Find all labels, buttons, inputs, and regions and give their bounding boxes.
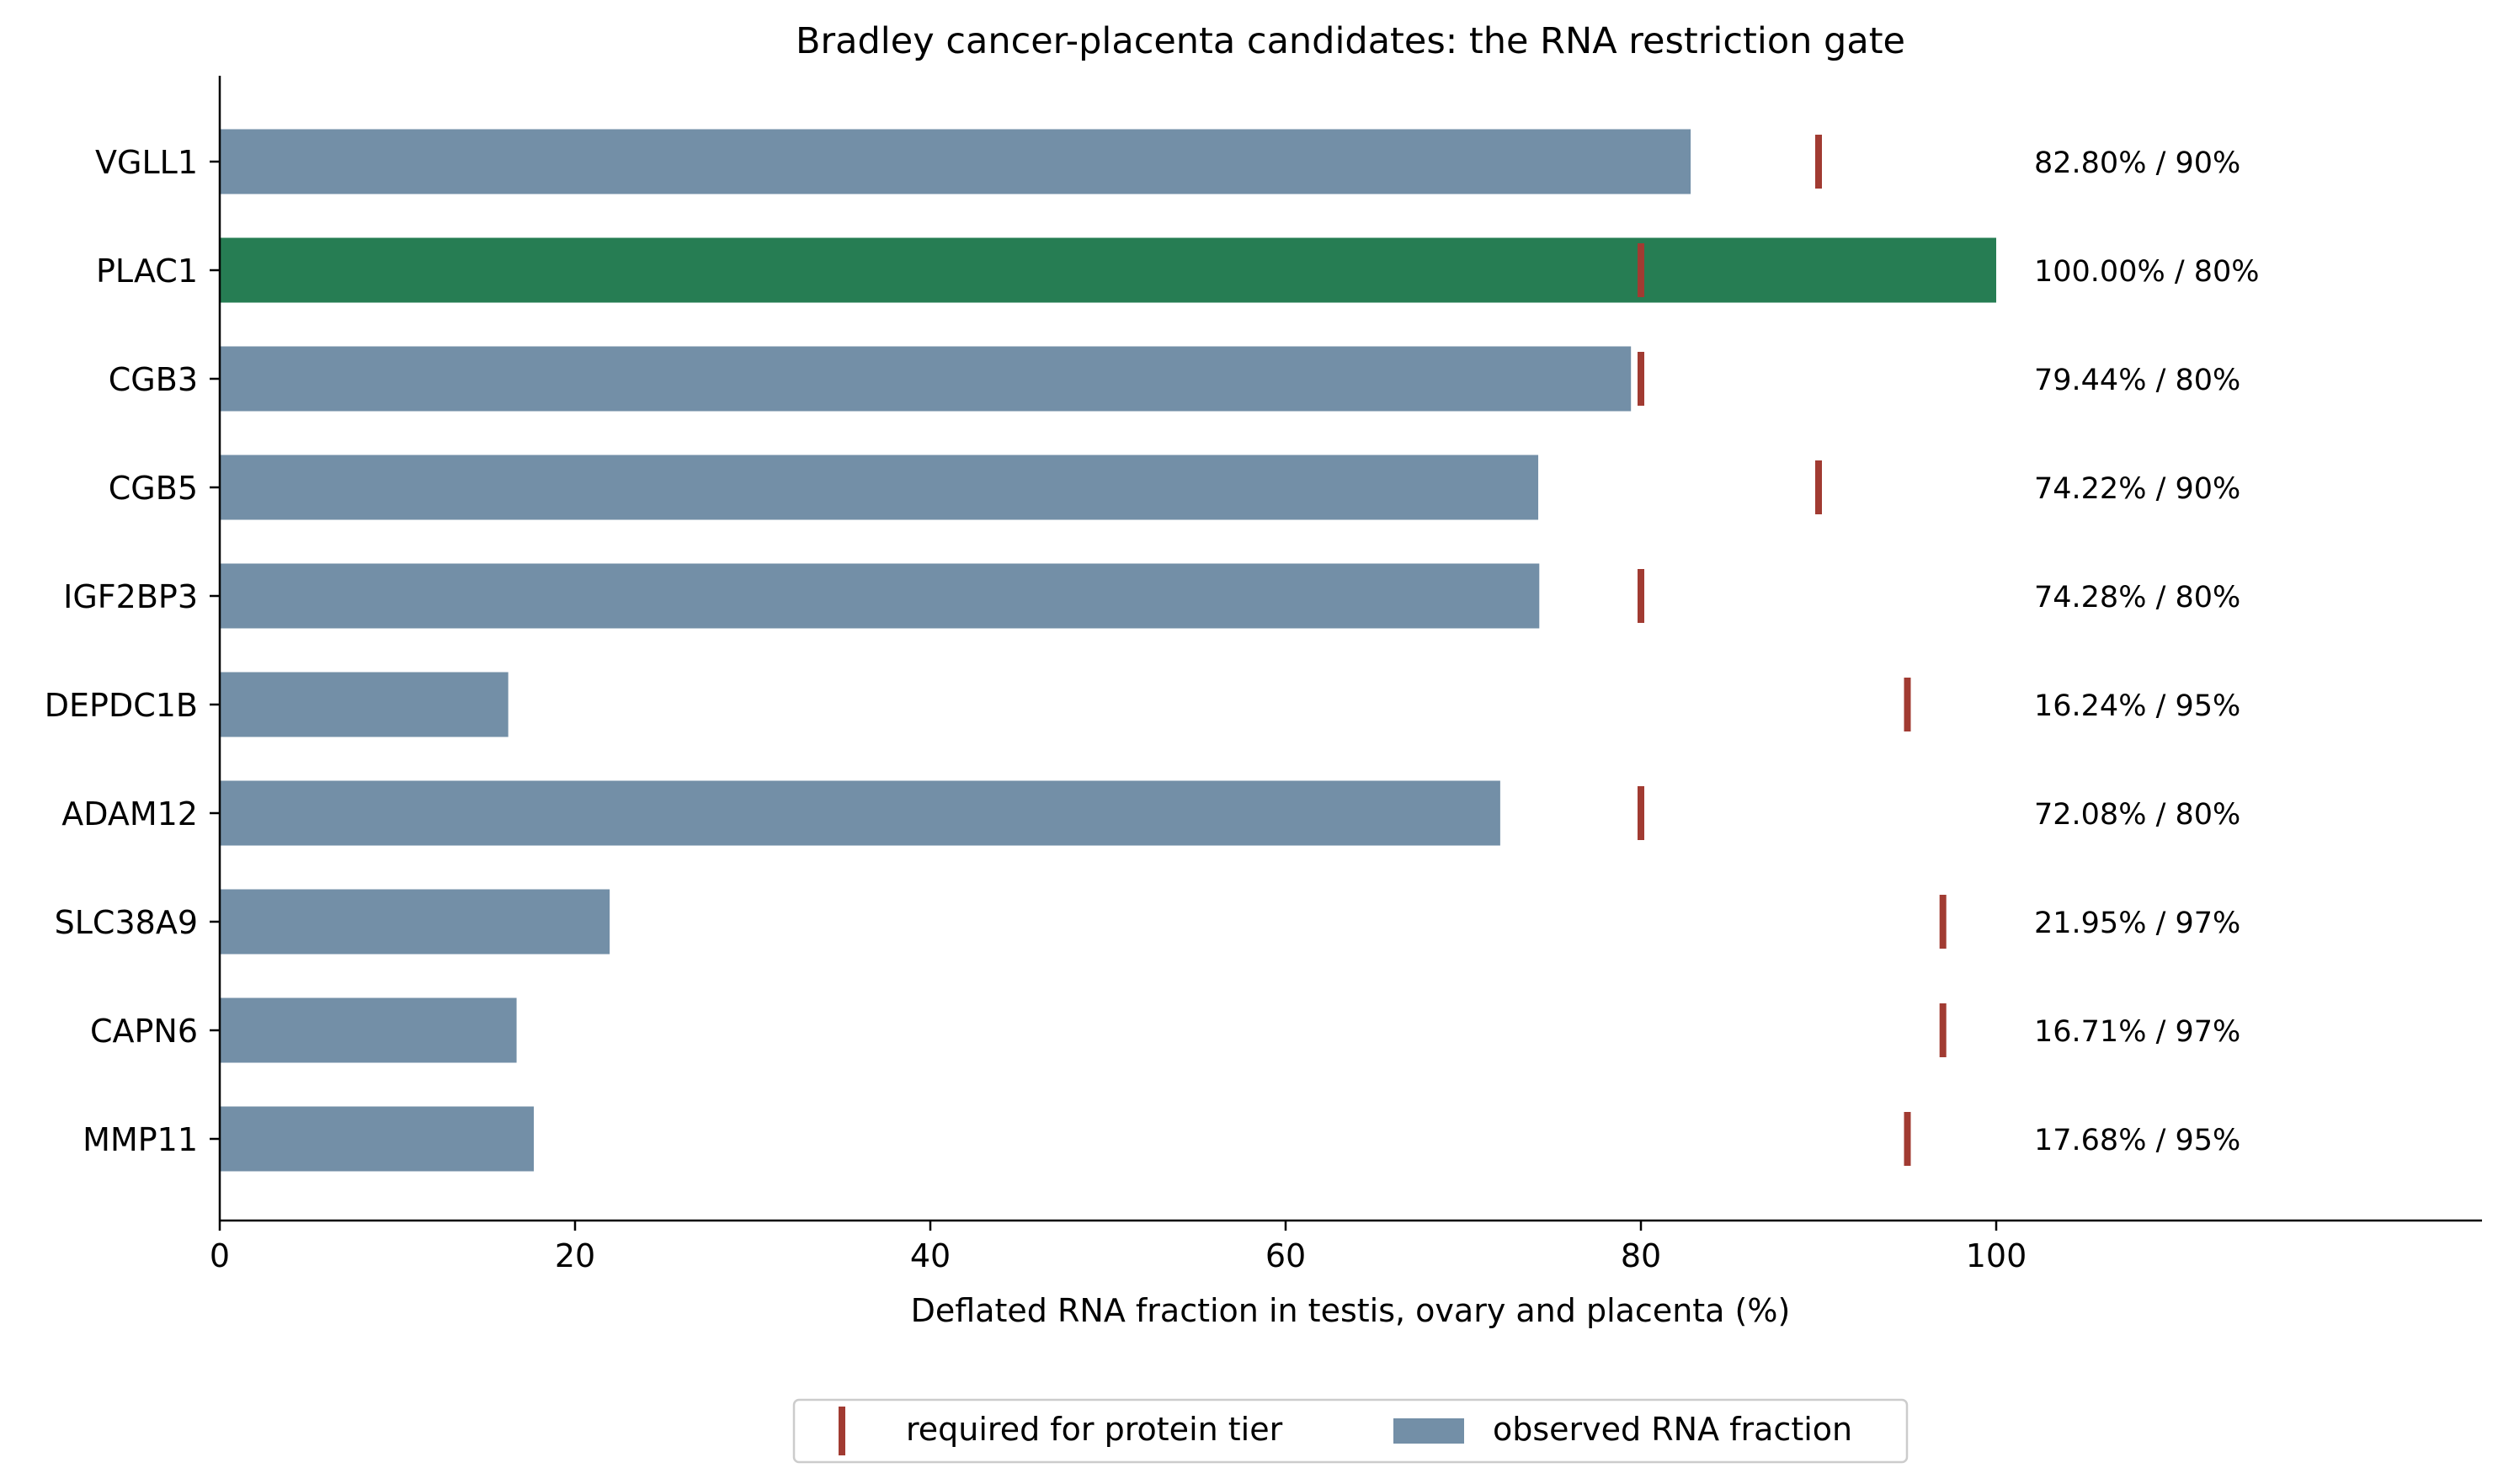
threshold-marker-cgb5 bbox=[1815, 460, 1822, 514]
y-tick-label-capn6: CAPN6 bbox=[90, 1013, 198, 1050]
threshold-marker-igf2bp3 bbox=[1638, 569, 1644, 623]
x-tick-label-40: 40 bbox=[910, 1237, 951, 1274]
x-axis-label: Deflated RNA fraction in testis, ovary a… bbox=[911, 1292, 1791, 1329]
bar-cgb5 bbox=[220, 455, 1539, 520]
threshold-marker-vgll1 bbox=[1815, 135, 1822, 189]
x-tick-label-80: 80 bbox=[1621, 1237, 1661, 1274]
x-ticks: 0 20 40 60 80 100 bbox=[210, 1221, 2027, 1274]
bar-igf2bp3 bbox=[220, 563, 1540, 629]
threshold-marker-plac1 bbox=[1638, 243, 1644, 297]
value-labels: 82.80% / 90% 100.00% / 80% 79.44% / 80% 74.… bbox=[2034, 146, 2260, 1157]
axes bbox=[218, 76, 2482, 1222]
x-tick-label-20: 20 bbox=[555, 1237, 595, 1274]
y-tick-label-mmp11: MMP11 bbox=[83, 1121, 198, 1158]
legend-label-threshold: required for protein tier bbox=[906, 1411, 1283, 1448]
y-tick-label-igf2bp3: IGF2BP3 bbox=[63, 578, 198, 615]
value-label-cgb5: 74.22% / 90% bbox=[2034, 472, 2240, 506]
bar-capn6 bbox=[220, 997, 517, 1063]
y-tick-label-cgb5: CGB5 bbox=[109, 470, 198, 507]
threshold-marker-adam12 bbox=[1638, 786, 1644, 840]
threshold-marker-cgb3 bbox=[1638, 352, 1644, 406]
value-label-plac1: 100.00% / 80% bbox=[2034, 255, 2260, 289]
threshold-marker-mmp11 bbox=[1904, 1112, 1911, 1166]
bar-mmp11 bbox=[220, 1106, 535, 1172]
threshold-marker-slc38a9 bbox=[1939, 895, 1947, 949]
value-label-adam12: 72.08% / 80% bbox=[2034, 798, 2240, 832]
value-label-slc38a9: 21.95% / 97% bbox=[2034, 907, 2240, 940]
bar-vgll1 bbox=[220, 129, 1691, 194]
y-tick-label-plac1: PLAC1 bbox=[96, 253, 198, 290]
threshold-markers-layer bbox=[1638, 135, 1947, 1166]
chart-title: Bradley cancer-placenta candidates: the … bbox=[796, 20, 1905, 62]
bar-plac1 bbox=[220, 237, 1996, 303]
value-label-mmp11: 17.68% / 95% bbox=[2034, 1124, 2240, 1157]
legend-label-observed: observed RNA fraction bbox=[1493, 1411, 1852, 1448]
bar-slc38a9 bbox=[220, 889, 610, 955]
bar-depdc1b bbox=[220, 672, 509, 737]
x-tick-label-100: 100 bbox=[1966, 1237, 2027, 1274]
x-tick-label-60: 60 bbox=[1265, 1237, 1306, 1274]
threshold-marker-capn6 bbox=[1939, 1003, 1947, 1057]
value-label-depdc1b: 16.24% / 95% bbox=[2034, 689, 2240, 723]
value-label-vgll1: 82.80% / 90% bbox=[2034, 146, 2240, 180]
threshold-marker-depdc1b bbox=[1904, 678, 1911, 731]
bar-cgb3 bbox=[220, 346, 1632, 412]
bars-layer bbox=[220, 129, 1996, 1172]
value-label-capn6: 16.71% / 97% bbox=[2034, 1015, 2240, 1049]
x-tick-label-0: 0 bbox=[210, 1237, 230, 1274]
y-tick-label-adam12: ADAM12 bbox=[61, 795, 198, 832]
legend: required for protein tier observed RNA f… bbox=[792, 1398, 1909, 1464]
y-tick-label-cgb3: CGB3 bbox=[109, 361, 198, 398]
y-tick-labels: VGLL1 PLAC1 CGB3 CGB5 IGF2BP3 DEPDC1B ADAM12 SL… bbox=[45, 144, 220, 1158]
y-tick-label-vgll1: VGLL1 bbox=[95, 144, 198, 181]
legend-swatch-observed bbox=[1393, 1418, 1464, 1444]
legend-swatch-threshold bbox=[839, 1407, 845, 1455]
value-label-igf2bp3: 74.28% / 80% bbox=[2034, 581, 2240, 614]
value-label-cgb3: 79.44% / 80% bbox=[2034, 364, 2240, 397]
y-tick-label-slc38a9: SLC38A9 bbox=[55, 904, 198, 941]
y-tick-label-depdc1b: DEPDC1B bbox=[45, 687, 198, 724]
bar-adam12 bbox=[220, 780, 1500, 846]
legend-frame bbox=[792, 1398, 1909, 1464]
